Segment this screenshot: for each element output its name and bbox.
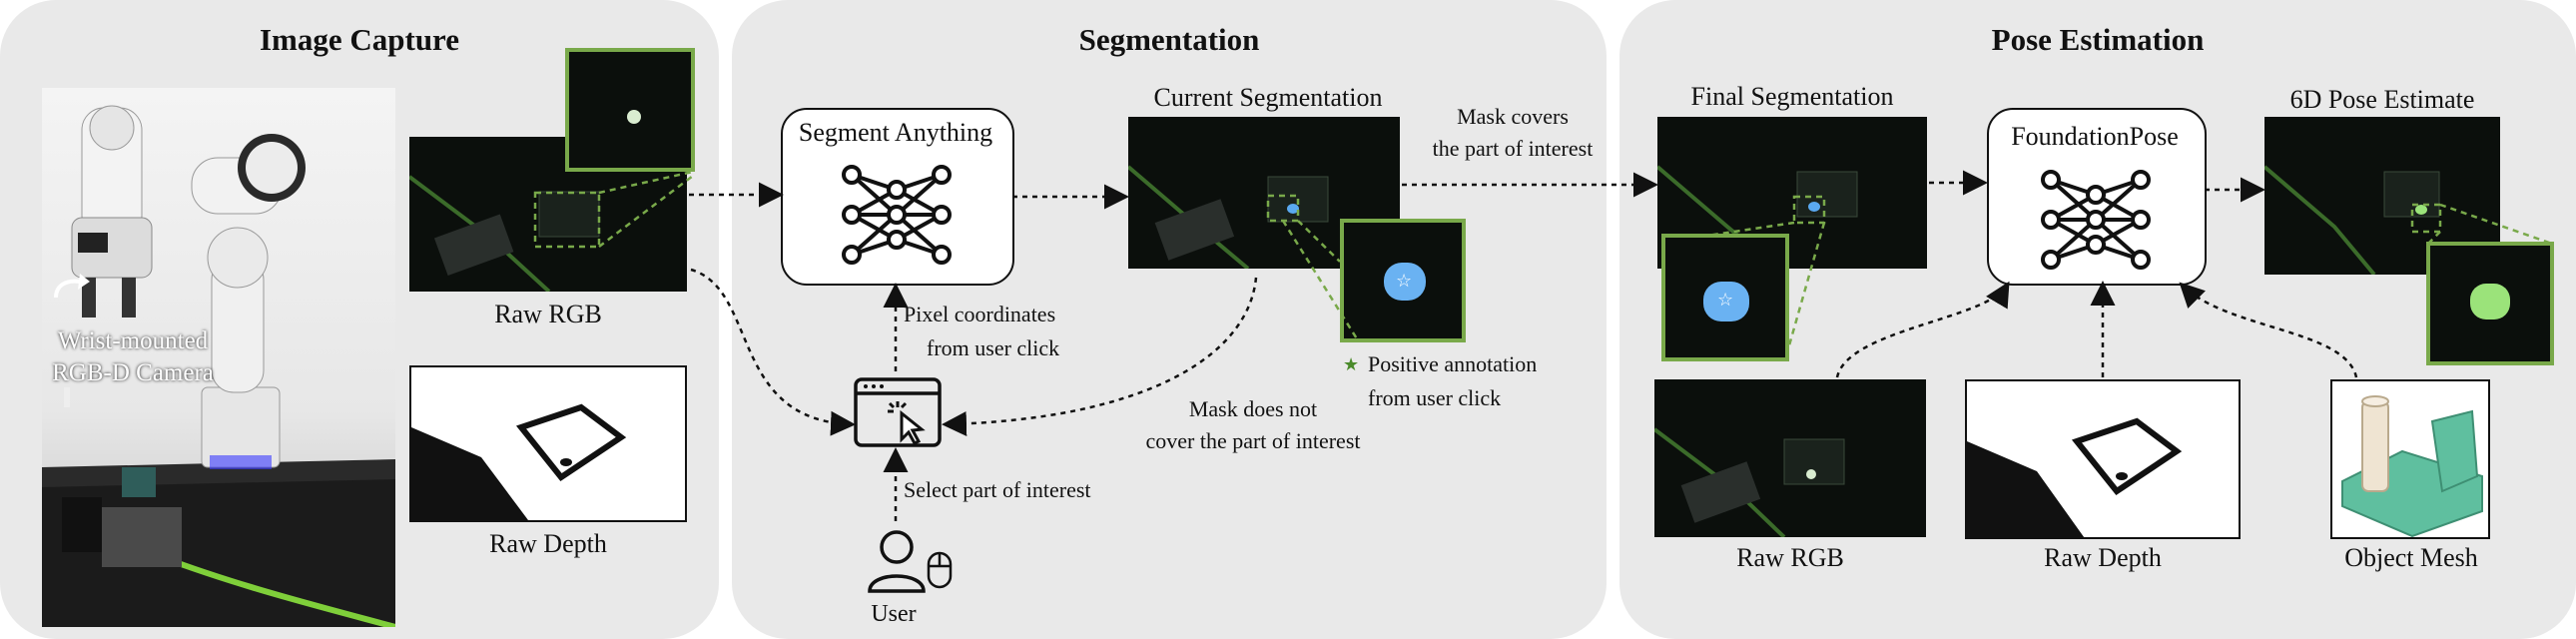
camera-pointer-arrow	[54, 274, 90, 299]
camera-label-line2: RGB-D Camera	[52, 359, 214, 386]
mask-covers-line2: the part of interest	[1432, 136, 1594, 161]
capture-zoom-inset	[565, 48, 695, 172]
mask-covers-line1: Mask covers	[1457, 104, 1569, 129]
pose-estimation-title: Pose Estimation	[1991, 22, 2205, 57]
capture-raw-depth-image	[409, 365, 687, 522]
pixel-coords-line2: from user click	[927, 335, 1060, 360]
robot-photo: Wrist-mounted RGB-D Camera	[42, 88, 395, 627]
positive-annotation-line1: Positive annotation	[1368, 351, 1538, 376]
pose-estimate-inset	[2426, 242, 2554, 365]
positive-star-marker: ★	[1343, 354, 1360, 375]
capture-zoom-object	[627, 110, 641, 124]
camera-label-line1: Wrist-mounted	[57, 327, 209, 354]
image-capture-title: Image Capture	[259, 22, 460, 57]
user-icon	[868, 530, 926, 593]
object-mesh-label: Object Mesh	[2344, 543, 2478, 572]
pose-raw-rgb-label: Raw RGB	[1736, 543, 1844, 572]
final-segmented-object	[1703, 282, 1749, 321]
current-segmentation-label: Current Segmentation	[1153, 83, 1383, 112]
pose-raw-rgb-image	[1654, 379, 1926, 537]
object-mesh-illustration	[2341, 395, 2483, 537]
capture-raw-depth-label: Raw Depth	[489, 529, 607, 558]
segmentation-zoom-inset: ☆	[1340, 219, 1466, 342]
capture-raw-rgb-label: Raw RGB	[494, 300, 602, 328]
pose-object	[2470, 284, 2510, 320]
click-window-icon[interactable]	[854, 377, 944, 447]
mask-not-line1: Mask does not	[1188, 396, 1318, 421]
pose-raw-depth-label: Raw Depth	[2044, 543, 2162, 572]
mouse-icon	[927, 551, 953, 589]
user-label: User	[871, 601, 917, 627]
robot-arm-illustration	[42, 105, 395, 627]
positive-annotation-line2: from user click	[1368, 385, 1502, 410]
select-part-label: Select part of interest	[904, 477, 1091, 502]
segmented-object	[1384, 263, 1426, 301]
neural-network-icon	[842, 165, 952, 265]
final-segmentation-inset: ☆	[1661, 234, 1789, 361]
segmentation-title: Segmentation	[1078, 22, 1260, 57]
pose-estimate-label: 6D Pose Estimate	[2289, 85, 2475, 114]
pose-raw-depth-image	[1965, 379, 2241, 539]
pixel-coords-line1: Pixel coordinates	[904, 302, 1056, 326]
star-icon: ☆	[1396, 271, 1413, 292]
final-segmentation-label: Final Segmentation	[1690, 82, 1894, 111]
object-mesh-image	[2330, 379, 2490, 539]
foundation-pose-label: FoundationPose	[2011, 122, 2179, 151]
mask-not-line2: cover the part of interest	[1145, 428, 1361, 453]
segment-anything-label: Segment Anything	[798, 118, 993, 147]
star-icon: ☆	[1717, 290, 1734, 311]
neural-network-icon	[2041, 170, 2151, 270]
